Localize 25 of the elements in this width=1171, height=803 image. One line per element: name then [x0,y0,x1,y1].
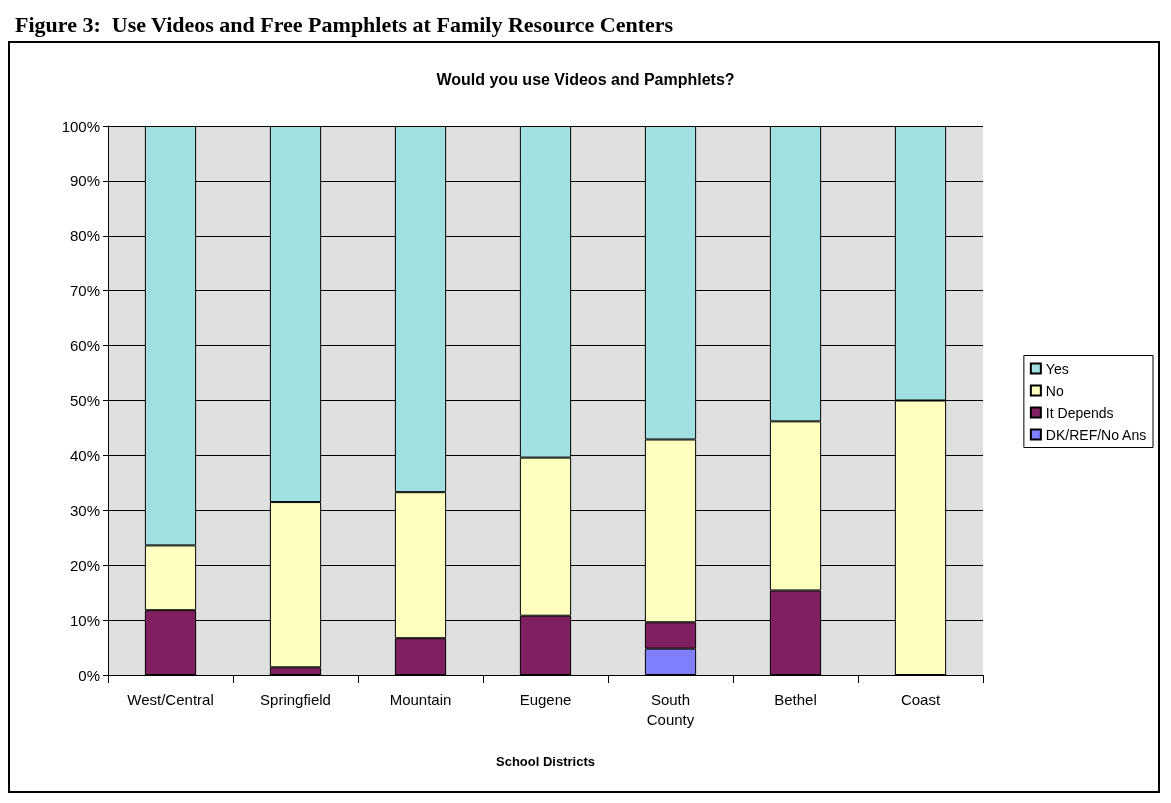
y-tick-label: 70% [69,282,100,300]
legend-label: DK/REF/No Ans [1045,426,1147,443]
x-tick-label: Mountain [389,690,452,708]
x-axis-title: School Districts [496,754,595,769]
legend-label: No [1045,382,1064,399]
chart-title: Figure 3: Use Videos and Free Pamphlets at Family Resource Centers [15,11,674,37]
x-tick-label: West/Central [127,690,214,708]
y-tick-label: 90% [69,172,100,190]
y-tick-label: 80% [69,227,100,245]
y-tick-label: 40% [69,446,100,464]
y-tick-label: 100% [61,117,100,135]
legend-label: Yes [1045,360,1069,377]
y-tick-label: 20% [69,556,100,574]
y-tick-label: 50% [69,392,100,409]
legend-label: It Depends [1045,404,1114,421]
y-tick-label: 0% [78,666,100,684]
y-tick-label: 60% [69,337,100,355]
x-tick-label: South County [646,690,695,728]
y-tick-label: 30% [69,501,100,519]
x-tick-label: Springfield [260,690,331,708]
x-tick-label: Eugene [519,690,572,708]
y-tick-label: 10% [69,611,100,629]
x-tick-label: Coast [900,690,941,708]
chart-subtitle: Would you use Videos and Pamphlets? [436,70,735,88]
x-tick-label: Bethel [774,690,817,708]
